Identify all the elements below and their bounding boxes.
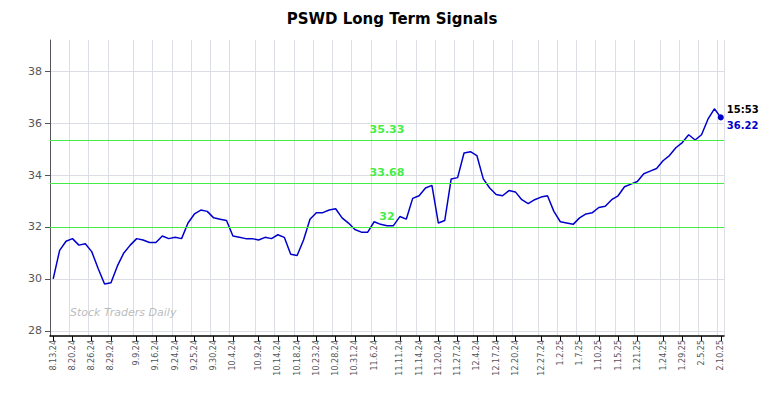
svg-text:9.16.24: 9.16.24 (151, 340, 160, 371)
svg-text:2.5.25: 2.5.25 (697, 340, 706, 365)
svg-text:2.10.25: 2.10.25 (716, 340, 725, 371)
svg-text:11.11.24: 11.11.24 (395, 340, 404, 376)
svg-text:1.24.25: 1.24.25 (659, 340, 668, 371)
svg-text:33.68: 33.68 (370, 166, 405, 179)
svg-text:1.10.25: 1.10.25 (594, 340, 603, 371)
svg-text:32: 32 (379, 210, 394, 223)
svg-text:8.26.24: 8.26.24 (87, 340, 96, 371)
svg-text:9.30.24: 9.30.24 (209, 340, 218, 371)
svg-text:11.20.24: 11.20.24 (434, 340, 443, 376)
svg-text:12.20.24: 12.20.24 (511, 340, 520, 376)
svg-text:10.14.24: 10.14.24 (273, 340, 282, 376)
svg-text:10.28.24: 10.28.24 (331, 340, 340, 376)
svg-text:32: 32 (28, 220, 42, 233)
svg-text:38: 38 (28, 65, 42, 78)
svg-text:30: 30 (28, 272, 42, 285)
svg-text:8.20.24: 8.20.24 (68, 340, 77, 371)
svg-text:10.9.24: 10.9.24 (254, 340, 263, 371)
svg-text:28: 28 (28, 324, 42, 337)
svg-text:8.13.24: 8.13.24 (49, 340, 58, 371)
svg-text:9.25.24: 9.25.24 (190, 340, 199, 371)
svg-text:PSWD Long Term Signals: PSWD Long Term Signals (287, 10, 498, 28)
svg-text:12.27.24: 12.27.24 (537, 340, 546, 376)
svg-text:10.31.24: 10.31.24 (350, 340, 359, 376)
svg-text:35.33: 35.33 (370, 123, 405, 136)
svg-text:9.24.24: 9.24.24 (171, 340, 180, 371)
svg-text:10.23.24: 10.23.24 (312, 340, 321, 376)
svg-text:11.14.24: 11.14.24 (415, 340, 424, 376)
svg-text:9.9.24: 9.9.24 (132, 340, 141, 365)
svg-text:36.22: 36.22 (727, 120, 759, 131)
svg-text:12.17.24: 12.17.24 (492, 340, 501, 376)
svg-text:10.18.24: 10.18.24 (293, 340, 302, 376)
svg-text:1.15.25: 1.15.25 (614, 340, 623, 371)
svg-text:1.7.25: 1.7.25 (575, 340, 584, 365)
svg-text:12.4.24: 12.4.24 (472, 340, 481, 371)
svg-text:11.6.24: 11.6.24 (370, 340, 379, 371)
svg-text:10.4.24: 10.4.24 (228, 340, 237, 371)
svg-text:1.2.25: 1.2.25 (556, 340, 565, 365)
svg-text:1.21.25: 1.21.25 (633, 340, 642, 371)
svg-text:34: 34 (28, 169, 42, 182)
svg-text:11.27.24: 11.27.24 (453, 340, 462, 376)
svg-text:Stock Traders Daily: Stock Traders Daily (70, 306, 177, 319)
svg-text:15:53: 15:53 (727, 104, 759, 115)
svg-text:8.29.24: 8.29.24 (106, 340, 115, 371)
svg-text:1.29.25: 1.29.25 (678, 340, 687, 371)
svg-text:36: 36 (28, 117, 42, 130)
